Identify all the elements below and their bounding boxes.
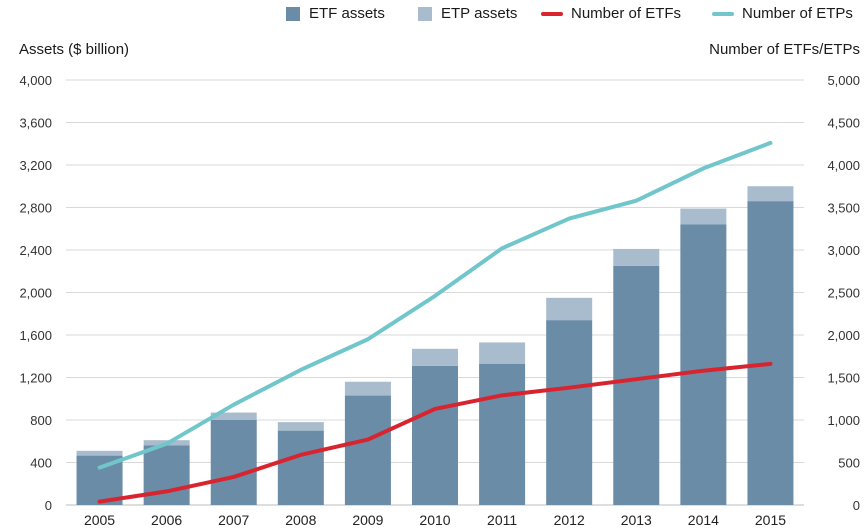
- x-tick-label: 2008: [285, 512, 316, 528]
- bar-etp-assets: [546, 297, 593, 321]
- x-tick-label: 2013: [621, 512, 652, 528]
- right-tick-label: 4,000: [827, 158, 860, 173]
- legend-item-number-of-etfs: Number of ETFs: [541, 5, 681, 22]
- point-number-of-etfs: [500, 393, 504, 397]
- legend-label-etf-assets: ETF assets: [309, 5, 385, 22]
- point-number-of-etfs: [768, 362, 772, 366]
- legend-swatch-number-of-etps: [712, 11, 734, 16]
- point-number-of-etps: [366, 337, 370, 341]
- point-number-of-etfs: [433, 407, 437, 411]
- right-axis-title: Number of ETFs/ETPs: [709, 41, 860, 58]
- x-tick-label: 2009: [352, 512, 383, 528]
- bar-etp-assets: [747, 186, 794, 202]
- legend-item-etf-assets: ETF assets: [286, 5, 385, 22]
- x-tick-label: 2012: [554, 512, 585, 528]
- x-tick-label: 2010: [419, 512, 450, 528]
- left-tick-label: 1,200: [19, 371, 52, 386]
- left-tick-label: 400: [30, 456, 52, 471]
- x-tick-label: 2011: [487, 512, 517, 528]
- bar-series: [76, 186, 794, 505]
- left-tick-label: 4,000: [19, 73, 52, 88]
- left-tick-label: 800: [30, 413, 52, 428]
- point-number-of-etfs: [701, 369, 705, 373]
- point-number-of-etps: [634, 199, 638, 203]
- x-tick-label: 2007: [218, 512, 249, 528]
- point-number-of-etfs: [165, 489, 169, 493]
- point-number-of-etps: [98, 466, 102, 470]
- left-axis-title: Assets ($ billion): [19, 41, 130, 58]
- point-number-of-etfs: [299, 453, 303, 457]
- right-tick-label: 3,000: [827, 243, 860, 258]
- point-number-of-etfs: [232, 475, 236, 479]
- left-tick-label: 3,600: [19, 116, 52, 131]
- point-number-of-etfs: [98, 500, 102, 504]
- x-tick-label: 2015: [755, 512, 786, 528]
- point-number-of-etps: [567, 217, 571, 221]
- legend-label-number-of-etfs: Number of ETFs: [571, 5, 682, 22]
- point-number-of-etps: [768, 141, 772, 145]
- x-tick-label: 2006: [151, 512, 182, 528]
- legend-label-etp-assets: ETP assets: [441, 5, 518, 22]
- right-tick-label: 4,500: [827, 116, 860, 131]
- chart-legend: ETF assets ETP assets Number of ETFs Num…: [0, 5, 864, 27]
- bar-etf-assets: [143, 445, 190, 505]
- point-number-of-etfs: [366, 438, 370, 442]
- bar-etf-assets: [613, 265, 660, 505]
- bar-etf-assets: [344, 395, 391, 505]
- legend-swatch-number-of-etfs: [541, 11, 563, 16]
- right-tick-label: 1,500: [827, 371, 860, 386]
- bar-etf-assets: [479, 363, 526, 505]
- bar-etp-assets: [76, 450, 123, 456]
- right-tick-label: 1,000: [827, 413, 860, 428]
- point-number-of-etps: [232, 403, 236, 407]
- point-number-of-etfs: [634, 377, 638, 381]
- bar-etp-assets: [680, 208, 727, 225]
- legend-swatch-etp-assets: [418, 6, 432, 21]
- bar-etp-assets: [344, 381, 391, 396]
- bar-etp-assets: [479, 342, 526, 364]
- legend-label-number-of-etps: Number of ETPs: [742, 5, 853, 22]
- legend-item-number-of-etps: Number of ETPs: [712, 5, 853, 22]
- point-number-of-etfs: [567, 386, 571, 390]
- left-tick-label: 2,800: [19, 201, 52, 216]
- x-tick-label: 2014: [688, 512, 719, 528]
- bar-etp-assets: [277, 422, 324, 431]
- right-tick-label: 2,500: [827, 286, 860, 301]
- bar-etf-assets: [277, 430, 324, 505]
- right-tick-label: 3,500: [827, 201, 860, 216]
- left-tick-label: 1,600: [19, 328, 52, 343]
- right-tick-label: 2,000: [827, 328, 860, 343]
- bar-etf-assets: [680, 224, 727, 505]
- bar-etf-assets: [546, 320, 593, 505]
- right-tick-label: 5,000: [827, 73, 860, 88]
- bar-etp-assets: [613, 248, 660, 266]
- left-tick-label: 3,200: [19, 158, 52, 173]
- line-series: [97, 140, 773, 504]
- point-number-of-etps: [433, 294, 437, 298]
- right-tick-label: 500: [838, 456, 860, 471]
- point-number-of-etps: [701, 166, 705, 170]
- tick-labels: 0 400 800 1,200 1,600 2,000 2,400 2,800 3,200 3,6…: [19, 73, 860, 528]
- x-tick-label: 2005: [84, 512, 115, 528]
- bar-etp-assets: [412, 348, 458, 366]
- bar-etf-assets: [747, 201, 794, 505]
- legend-item-etp-assets: ETP assets: [418, 5, 517, 22]
- point-number-of-etps: [165, 442, 169, 446]
- left-tick-label: 2,400: [19, 243, 52, 258]
- point-number-of-etps: [299, 368, 303, 372]
- left-tick-label: 0: [45, 498, 52, 513]
- left-tick-label: 2,000: [19, 286, 52, 301]
- right-tick-label: 0: [853, 498, 860, 513]
- point-number-of-etps: [500, 246, 504, 250]
- bar-etf-assets: [210, 420, 257, 505]
- bar-etp-assets: [210, 412, 257, 420]
- legend-swatch-etf-assets: [286, 6, 300, 21]
- bar-etf-assets: [412, 365, 458, 505]
